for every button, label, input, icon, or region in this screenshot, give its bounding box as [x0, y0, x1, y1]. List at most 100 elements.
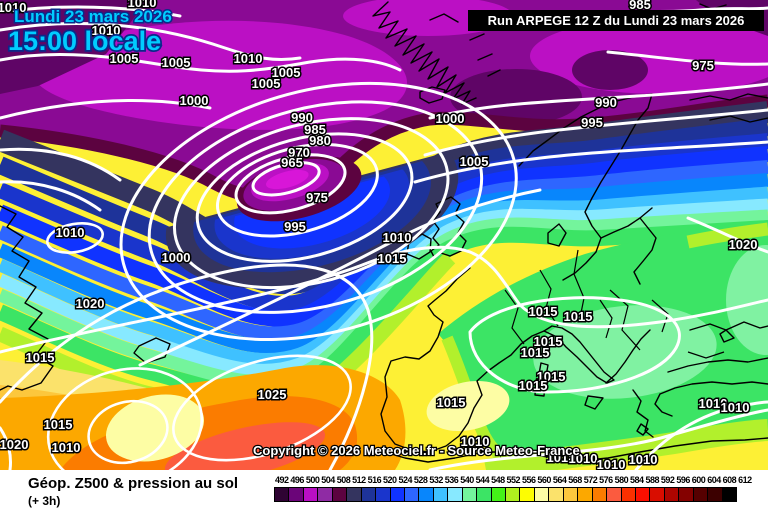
- scale-box: [461, 487, 478, 502]
- map-area: 1010 1010 1010 1005 1005 1010 1005 1005 1000 990 9…: [0, 0, 768, 470]
- scale-value: 608: [722, 475, 737, 485]
- pressure-label: 1025: [258, 387, 287, 402]
- scale-value: 600: [691, 475, 706, 485]
- scale-value: 552: [506, 475, 521, 485]
- scale-box: [274, 487, 290, 502]
- scale-box: [346, 487, 362, 502]
- pressure-label: 1015: [564, 309, 593, 324]
- scale-value: 556: [521, 475, 536, 485]
- scale-box: [403, 487, 420, 502]
- pressure-label: 1015: [529, 304, 558, 319]
- pressure-label: 970: [288, 145, 310, 160]
- pressure-label: 985: [304, 122, 326, 137]
- scale-box: [707, 487, 723, 502]
- pressure-label: 1005: [460, 154, 489, 169]
- pressure-label: 1005: [110, 51, 139, 66]
- scale-box: [548, 487, 564, 502]
- scale-value: 592: [660, 475, 675, 485]
- pressure-label: 1015: [437, 395, 466, 410]
- scale-box: [418, 487, 434, 502]
- pressure-label: 1010: [92, 23, 121, 38]
- scale-value: 548: [491, 475, 505, 485]
- color-scale-labels: 492 496 500 504 508 512 516 520 524 528 532 536 540 5…: [274, 475, 753, 485]
- scale-value: 564: [552, 475, 567, 485]
- run-info-text: Run ARPEGE 12 Z du Lundi 23 mars 2026: [488, 13, 745, 28]
- scale-value: 560: [537, 475, 551, 485]
- scale-value: 540: [460, 475, 474, 485]
- pressure-label: 1015: [378, 251, 407, 266]
- scale-box: [288, 487, 304, 502]
- scale-box: [375, 487, 391, 502]
- scale-box: [721, 487, 737, 502]
- pressure-label: 1010: [383, 230, 412, 245]
- date-text: Lundi 23 mars 2026: [14, 7, 172, 26]
- scale-box: [591, 487, 608, 502]
- run-info-box: Run ARPEGE 12 Z du Lundi 23 mars 2026: [468, 10, 764, 31]
- pressure-label: 975: [306, 190, 328, 205]
- pressure-label: 1015: [26, 350, 55, 365]
- legend-bar: Géop. Z500 & pression au sol (+ 3h) 492 4…: [0, 470, 768, 512]
- pressure-label: 1010: [547, 450, 576, 465]
- pressure-label: 1010: [569, 451, 598, 466]
- color-scale: [274, 487, 737, 502]
- pressure-label: 1010: [128, 0, 157, 10]
- pressure-label: 1005: [252, 76, 281, 91]
- scale-value: 612: [738, 475, 752, 485]
- pressure-label: 965: [281, 155, 303, 170]
- pressure-label: 1015: [521, 345, 550, 360]
- scale-value: 544: [475, 475, 490, 485]
- scale-box: [562, 487, 579, 502]
- pressure-label: 1010: [699, 396, 728, 411]
- scale-value: 520: [383, 475, 397, 485]
- pressure-label: 1000: [162, 250, 191, 265]
- pressure-label: 1020: [76, 296, 105, 311]
- scale-value: 536: [444, 475, 459, 485]
- pressure-label: 980: [309, 133, 331, 148]
- scale-value: 580: [614, 475, 629, 485]
- scale-box: [331, 487, 348, 502]
- scale-value: 588: [645, 475, 659, 485]
- pressure-label: 1015: [534, 334, 563, 349]
- pressure-label: 1010: [234, 51, 263, 66]
- pressure-label: 990: [595, 95, 617, 110]
- scale-box: [317, 487, 333, 502]
- field-green-wedge: [438, 220, 768, 470]
- pressure-label: 1010: [721, 400, 750, 415]
- scale-value: 596: [676, 475, 690, 485]
- legend-step: (+ 3h): [28, 494, 61, 508]
- scale-box: [360, 487, 377, 502]
- scale-value: 500: [305, 475, 320, 485]
- scale-box: [606, 487, 622, 502]
- scale-value: 528: [413, 475, 428, 485]
- scale-box: [389, 487, 405, 502]
- scale-box: [505, 487, 521, 502]
- copyright-text: Copyright © 2026 Meteociel.fr - Source M…: [253, 443, 580, 458]
- scale-value: 512: [352, 475, 366, 485]
- scale-box: [519, 487, 535, 502]
- pressure-label: 1015: [537, 369, 566, 384]
- pressure-label: 1010: [597, 457, 626, 470]
- scale-box: [432, 487, 449, 502]
- pressure-label: 1005: [272, 65, 301, 80]
- pressure-label: 995: [284, 219, 306, 234]
- pressure-label: 1000: [180, 93, 209, 108]
- pressure-label: 1000: [436, 111, 465, 126]
- scale-box: [663, 487, 680, 502]
- scale-box: [302, 487, 319, 502]
- scale-value: 584: [630, 475, 644, 485]
- pressure-label: 1010: [629, 452, 658, 467]
- scale-value: 568: [568, 475, 582, 485]
- scale-value: 516: [367, 475, 382, 485]
- pressure-label: 1015: [44, 417, 73, 432]
- scale-box: [577, 487, 593, 502]
- pressure-label: 995: [581, 115, 603, 130]
- pressure-label: 1020: [729, 237, 758, 252]
- coastlines: [0, 1, 768, 463]
- scale-box: [678, 487, 694, 502]
- scale-value: 576: [599, 475, 613, 485]
- pressure-label: 1020: [0, 437, 28, 452]
- pressure-label: 1010: [0, 0, 26, 15]
- scale-box: [447, 487, 463, 502]
